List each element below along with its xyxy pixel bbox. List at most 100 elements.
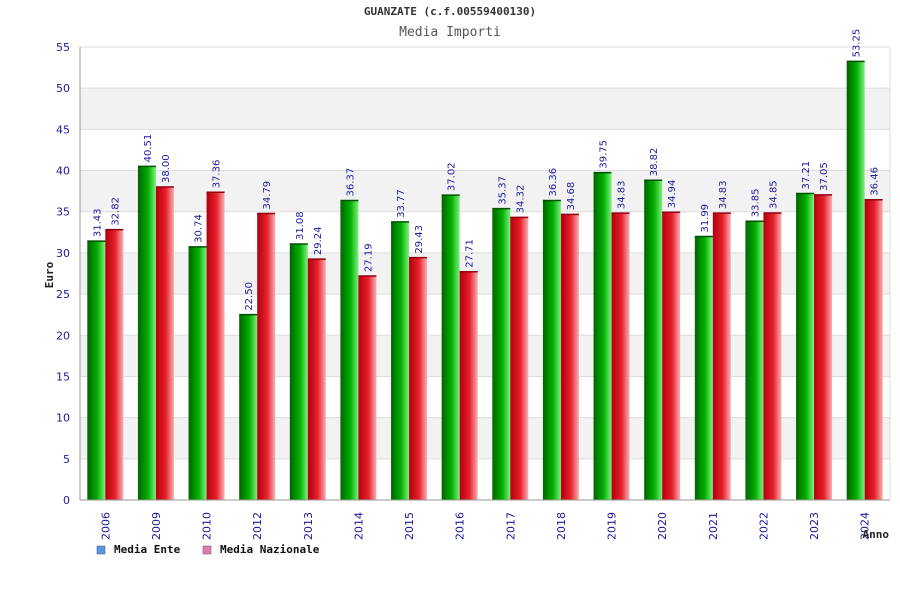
bar-media-ente (492, 208, 511, 501)
x-tick-label: 2022 (757, 512, 770, 540)
y-tick-label: 40 (56, 165, 70, 178)
bar-media-ente (340, 200, 359, 500)
bar-media-nazionale (307, 259, 326, 500)
value-label: 34.85 (768, 180, 779, 209)
bar-media-ente (188, 246, 207, 500)
bar-media-ente (796, 193, 815, 500)
legend-swatch (202, 545, 212, 555)
y-tick-label: 30 (56, 247, 70, 260)
x-tick-label: 2018 (555, 512, 568, 540)
chart-title: GUANZATE (c.f.00559400130) (363, 5, 537, 18)
y-tick-label: 25 (56, 288, 70, 301)
x-tick-label: 2010 (201, 512, 214, 540)
value-label: 34.79 (262, 181, 273, 210)
bar-media-ente (441, 195, 460, 500)
value-label: 36.46 (870, 167, 881, 196)
x-tick-label: 2020 (656, 512, 669, 540)
x-tick-label: 2017 (504, 512, 517, 540)
x-tick-label: 2013 (302, 512, 315, 540)
bar-media-ente (542, 200, 561, 500)
bar-media-nazionale (560, 214, 579, 500)
bar-media-nazionale (409, 257, 428, 500)
y-axis-title: Euro (43, 261, 56, 288)
value-label: 29.24 (313, 227, 324, 256)
value-label: 39.75 (599, 140, 610, 169)
x-tick-label: 2016 (454, 512, 467, 540)
x-tick-label: 2019 (606, 512, 619, 540)
value-label: 32.82 (110, 197, 121, 226)
legend-label: Media Nazionale (220, 543, 320, 556)
value-label: 22.50 (244, 282, 255, 311)
y-tick-label: 45 (56, 123, 70, 136)
value-label: 34.83 (617, 180, 628, 209)
x-tick-label: 2009 (150, 512, 163, 540)
value-label: 37.36 (212, 160, 223, 189)
value-label: 36.37 (345, 168, 356, 197)
value-label: 37.21 (801, 161, 812, 190)
bar-media-nazionale (510, 217, 529, 500)
chart-subtitle: Media Importi (399, 25, 501, 40)
value-label: 38.82 (649, 148, 660, 177)
value-label: 31.08 (295, 211, 306, 240)
legend-label: Media Ente (114, 543, 181, 556)
x-tick-label: 2014 (352, 512, 365, 540)
value-label: 27.19 (363, 243, 374, 272)
y-tick-label: 55 (56, 41, 70, 54)
bar-media-ente (137, 166, 156, 500)
x-tick-label: 2006 (99, 512, 112, 540)
bar-media-ente (745, 221, 764, 500)
y-tick-label: 50 (56, 82, 70, 95)
x-tick-label: 2021 (707, 512, 720, 540)
bar-media-ente (391, 221, 410, 500)
x-axis-title: Anno (863, 528, 890, 541)
value-label: 34.32 (515, 185, 526, 214)
x-tick-label: 2015 (403, 512, 416, 540)
bar-media-nazionale (611, 213, 630, 501)
value-label: 37.05 (819, 162, 830, 191)
value-label: 36.36 (548, 168, 559, 197)
bar-media-nazionale (105, 229, 124, 500)
value-label: 34.68 (566, 182, 577, 211)
value-label: 38.00 (161, 154, 172, 183)
grid-band (80, 88, 890, 130)
y-tick-label: 20 (56, 329, 70, 342)
value-label: 35.37 (497, 176, 508, 205)
bar-media-ente (846, 61, 865, 500)
bar-media-nazionale (814, 194, 833, 501)
bar-media-nazionale (257, 213, 276, 500)
bar-media-nazionale (763, 212, 782, 501)
bar-media-ente (87, 241, 106, 500)
y-tick-label: 0 (63, 494, 70, 507)
value-label: 37.02 (447, 162, 458, 191)
value-label: 33.85 (750, 189, 761, 218)
x-tick-label: 2023 (808, 512, 821, 540)
value-label: 31.99 (700, 204, 711, 233)
y-tick-label: 10 (56, 412, 70, 425)
value-label: 34.94 (667, 180, 678, 209)
value-label: 31.43 (92, 208, 103, 237)
bar-media-ente (694, 236, 713, 500)
bar-media-ente (239, 314, 258, 500)
value-label: 30.74 (194, 214, 205, 243)
bar-media-nazionale (206, 192, 225, 500)
bar-media-nazionale (155, 187, 174, 500)
bar-media-ente (593, 172, 612, 500)
bar-media-nazionale (358, 276, 377, 500)
value-label: 29.43 (414, 225, 425, 254)
value-label: 53.25 (852, 29, 863, 58)
x-tick-label: 2024 (859, 512, 872, 540)
value-label: 33.77 (396, 189, 407, 218)
bar-media-ente (644, 180, 663, 501)
value-label: 40.51 (143, 134, 154, 163)
value-label: 27.71 (465, 239, 476, 268)
y-tick-label: 5 (63, 453, 70, 466)
bar-media-nazionale (712, 213, 731, 501)
legend-swatch (96, 545, 106, 555)
bar-media-ente (289, 244, 308, 500)
x-tick-label: 2012 (251, 512, 264, 540)
bar-media-nazionale (864, 199, 883, 500)
bar-media-nazionale (459, 271, 478, 500)
y-tick-label: 35 (56, 206, 70, 219)
value-label: 34.83 (718, 180, 729, 209)
